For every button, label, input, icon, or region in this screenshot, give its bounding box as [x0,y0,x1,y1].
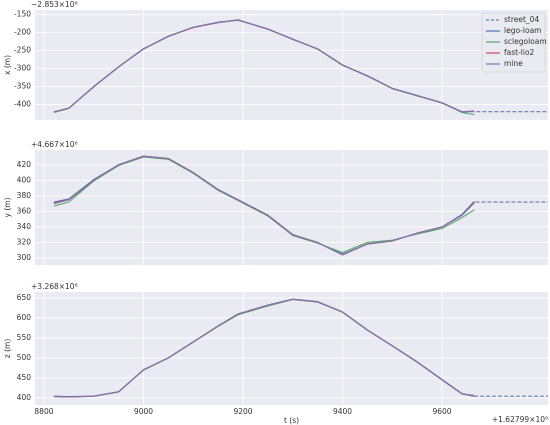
series-line [53,19,475,113]
x-tick-label: 9000 [134,407,153,416]
y-axis-label: x (m) [3,55,12,75]
legend-box [481,12,546,73]
y-tick-label: -250 [14,46,31,55]
y-tick-label: 450 [17,373,32,382]
x-tick-label: 9400 [333,407,352,416]
series-line [53,155,475,256]
y-tick-label: 360 [17,206,32,215]
x-axis-label: t (s) [284,416,299,425]
legend-label: sclegoloam [504,37,547,46]
y-tick-label: 380 [17,191,32,200]
x-tick-label: 9200 [233,407,252,416]
y-axis-label: y (m) [3,197,12,217]
y-tick-label: 420 [17,160,32,169]
y-tick-label: -400 [14,100,31,109]
x-tick-label: 8800 [34,407,53,416]
y-tick-label: 320 [17,237,32,246]
y-tick-label: 300 [17,253,32,262]
y-tick-label: 600 [17,313,32,322]
legend: street_04 lego-loam sclegoloam fast-lio2 min… [481,12,547,73]
x-offset-label: +1.62799×10⁹ [492,415,548,424]
plot-background [35,10,548,120]
offset-label: +4.667×10⁶ [31,140,78,149]
plot-background [35,150,548,265]
offset-label: −2.853×10⁶ [31,0,78,9]
x-tick-label: 9600 [432,407,451,416]
legend-label: lego-loam [504,26,541,35]
offset-label: +3.268×10⁶ [31,282,78,291]
y-tick-label: 340 [17,222,32,231]
y-tick-label: -300 [14,64,31,73]
y-tick-label: -150 [14,10,31,19]
plot-background [35,292,548,405]
y-tick-label: -200 [14,28,31,37]
legend-label: mine [504,59,523,68]
y-tick-label: 500 [17,353,32,362]
series-line [53,298,475,398]
y-tick-label: 550 [17,333,32,342]
y-axis-label: z (m) [3,339,12,359]
y-tick-label: 400 [17,393,32,402]
y-tick-label: -350 [14,82,31,91]
series-line [53,156,475,254]
y-tick-label: 650 [17,293,32,302]
legend-label: fast-lio2 [504,48,535,57]
legend-label: street_04 [504,15,539,24]
y-tick-label: 400 [17,175,32,184]
